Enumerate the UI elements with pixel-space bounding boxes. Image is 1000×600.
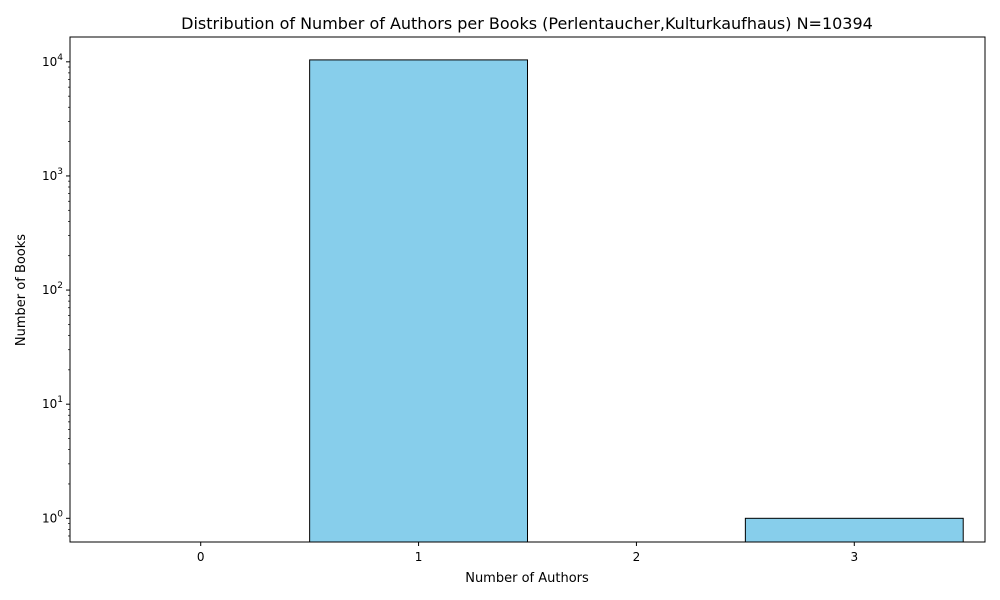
x-axis-label: Number of Authors [465, 571, 589, 586]
y-tick-label: 104 [42, 53, 63, 69]
y-tick-label: 100 [42, 509, 63, 525]
x-axis-ticks: 0 1 2 3 [197, 542, 858, 564]
y-axis-label: Number of Books [14, 234, 29, 346]
x-tick-label: 3 [850, 550, 858, 564]
bars-group [309, 59, 964, 543]
x-tick-label: 0 [197, 550, 205, 564]
x-tick-label: 2 [633, 550, 641, 564]
y-axis-ticks: 100 101 102 103 104 [42, 53, 70, 537]
y-tick-label: 102 [42, 281, 63, 297]
x-tick-label: 1 [415, 550, 423, 564]
bar-3 [744, 517, 964, 543]
chart-title: Distribution of Number of Authors per Bo… [181, 14, 873, 33]
y-tick-label: 103 [42, 167, 63, 183]
plot-frame [69, 36, 986, 543]
bar-1 [309, 59, 528, 543]
y-tick-label: 101 [42, 395, 63, 411]
